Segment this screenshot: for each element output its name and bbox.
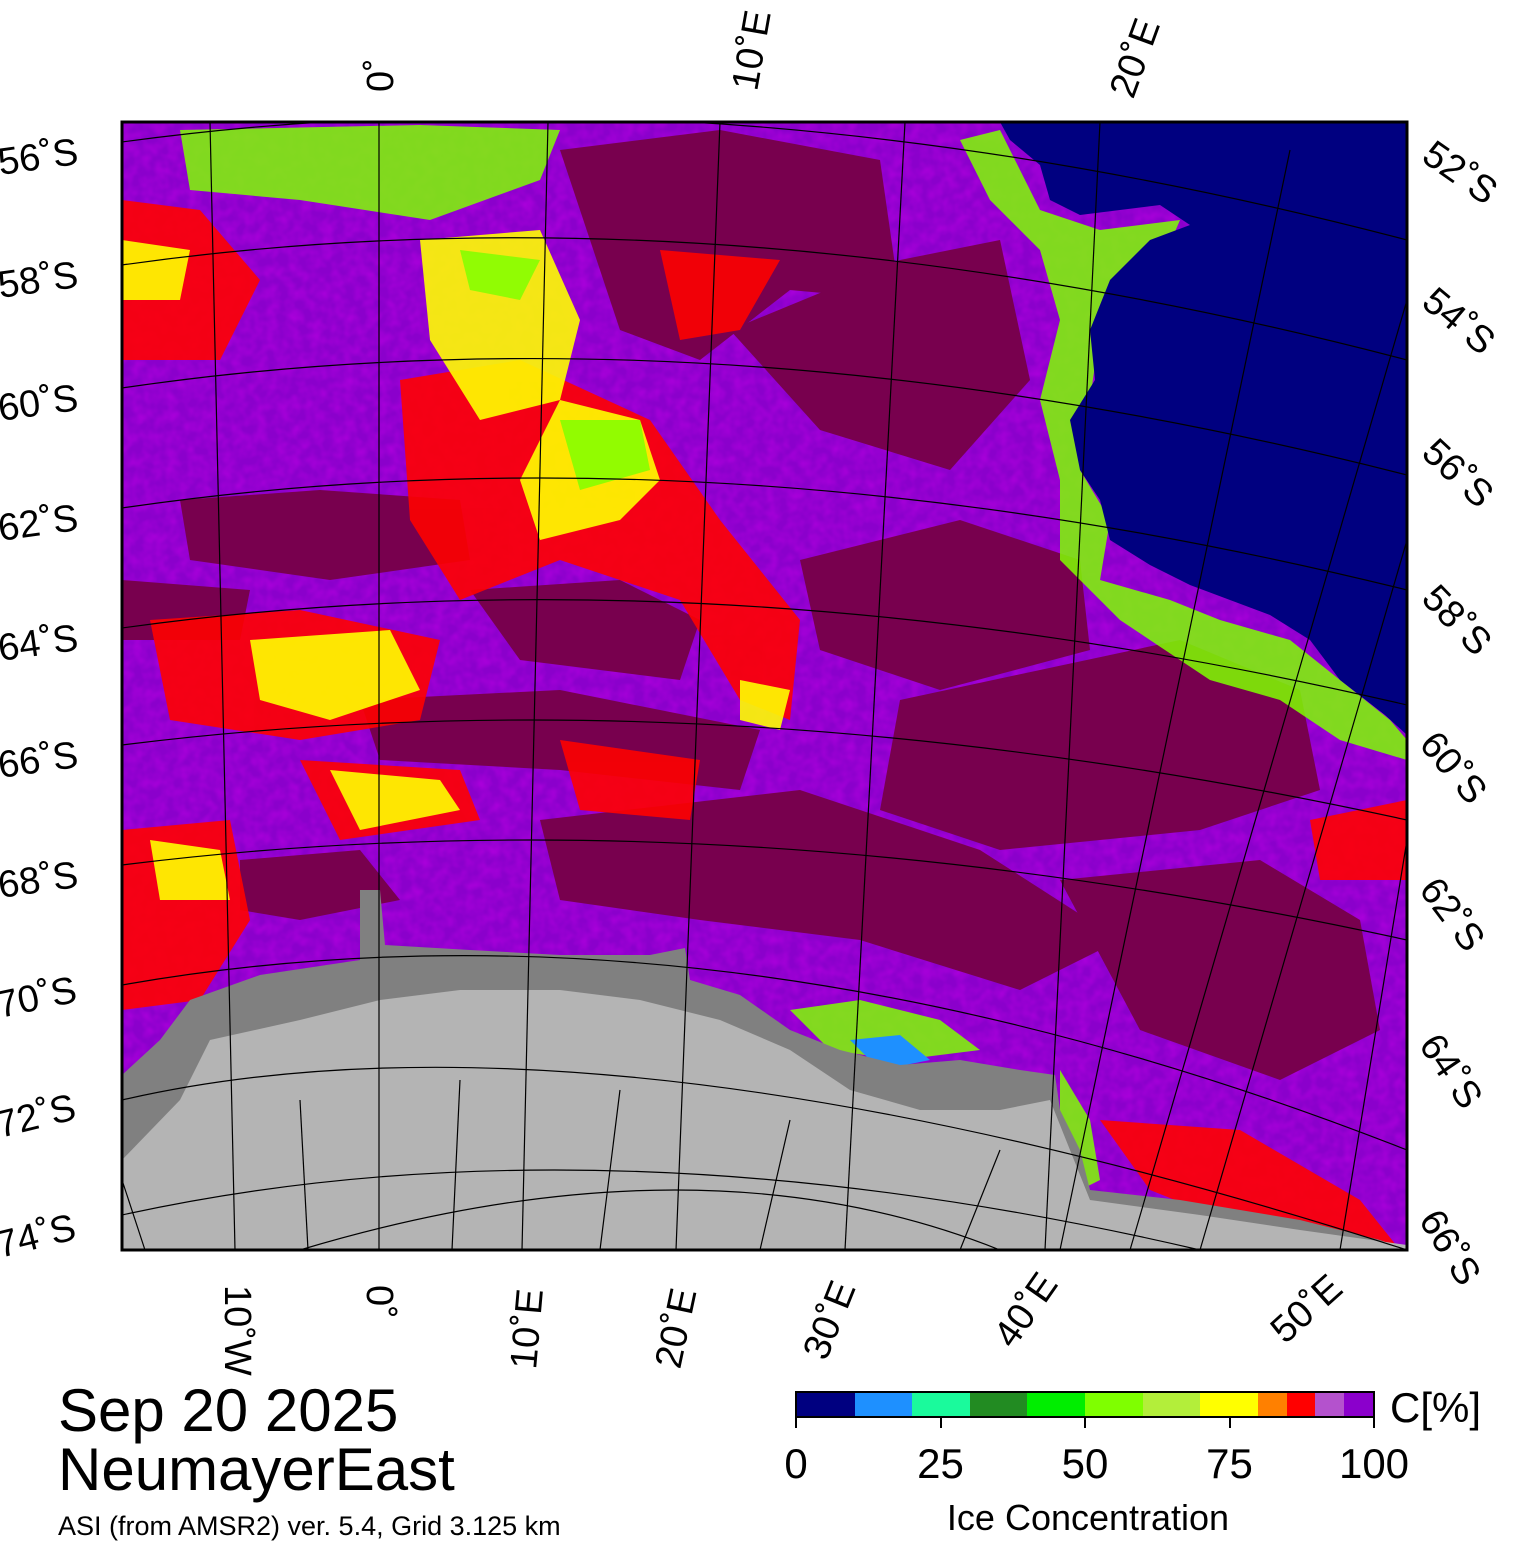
colorbar-segment	[854, 1393, 913, 1416]
lat-label-right: 62˚S	[1411, 870, 1493, 959]
lat-label-right: 52˚S	[1415, 133, 1505, 213]
lat-label-left: 72˚S	[0, 1087, 80, 1147]
lat-label-left: 74˚S	[0, 1207, 80, 1267]
lat-label-right: 60˚S	[1411, 724, 1495, 812]
colorbar-tick-label: 50	[1061, 1440, 1109, 1487]
colorbar-tick-label: 75	[1206, 1440, 1253, 1487]
map-region: NeumayerEast	[58, 1436, 455, 1503]
colorbar-segment	[1257, 1393, 1287, 1416]
colorbar-tick	[1084, 1418, 1086, 1428]
lon-label-bottom: 10˚W	[216, 1285, 258, 1376]
colorbar-segment	[1027, 1393, 1085, 1416]
lon-label-bottom: 40˚E	[986, 1265, 1066, 1355]
lat-labels-left: 56˚S 58˚S 60˚S 62˚S 64˚S 66˚S 68˚S 70˚S …	[0, 131, 81, 1267]
colorbar-tick	[1228, 1418, 1231, 1428]
lon-label-bottom: 0˚	[358, 1285, 400, 1319]
lon-label-bottom: 50˚E	[1263, 1267, 1351, 1352]
lon-label-bottom: 20˚E	[648, 1285, 706, 1372]
lat-label-left: 64˚S	[0, 617, 81, 670]
lat-label-left: 60˚S	[0, 377, 81, 430]
polynya	[850, 1035, 930, 1070]
lat-label-left: 66˚S	[0, 734, 81, 787]
lat-label-right: 58˚S	[1414, 577, 1500, 664]
colorbar-segment	[1344, 1393, 1373, 1416]
colorbar-tick	[1373, 1418, 1375, 1428]
colorbar-segment	[1200, 1393, 1258, 1416]
lon-label-bottom: 30˚E	[795, 1275, 864, 1365]
lat-labels-right: 52˚S 54˚S 56˚S 58˚S 60˚S 62˚S 64˚S 66˚S	[1410, 133, 1504, 1293]
lon-label-top: 10˚E	[725, 7, 780, 93]
colorbar-tick-label: 100	[1338, 1440, 1410, 1487]
data-source: ASI (from AMSR2) ver. 5.4, Grid 3.125 km	[58, 1511, 561, 1541]
colorbar-tick-label: 0	[784, 1440, 808, 1487]
lat-label-left: 62˚S	[0, 497, 81, 550]
lat-label-left: 56˚S	[0, 131, 81, 184]
colorbar-segment	[1286, 1393, 1316, 1416]
map-date: Sep 20 2025	[58, 1377, 399, 1444]
lat-label-left: 70˚S	[0, 969, 80, 1027]
map-frame	[120, 120, 1409, 1252]
lat-label-right: 54˚S	[1414, 280, 1502, 364]
lon-label-bottom: 10˚E	[503, 1287, 552, 1371]
sea-ice-map: 0˚ 10˚E 20˚E 10˚W 0˚ 10˚E 20˚E 30˚E 40˚E…	[0, 7, 1505, 1376]
colorbar-segment	[912, 1393, 970, 1416]
lon-label-top: 20˚E	[1102, 13, 1169, 103]
lon-label-top: 0˚	[360, 58, 402, 92]
lat-label-right: 56˚S	[1414, 431, 1501, 516]
map-area	[122, 122, 1407, 1250]
colorbar-segment	[1315, 1393, 1345, 1416]
lat-label-right: 66˚S	[1410, 1203, 1488, 1293]
colorbar-tick	[939, 1418, 942, 1428]
colorbar-segment	[797, 1393, 855, 1416]
colorbar-tick	[795, 1418, 797, 1428]
lat-label-right: 64˚S	[1411, 1027, 1491, 1117]
colorbar-tick-label: 25	[917, 1440, 964, 1487]
lat-label-left: 58˚S	[0, 254, 81, 307]
colorbar-unit: C[%]	[1390, 1384, 1482, 1431]
lat-label-left: 68˚S	[0, 854, 81, 907]
colorbar-segment	[969, 1393, 1028, 1416]
colorbar	[795, 1391, 1375, 1418]
dense-ice-zones	[122, 130, 1380, 1080]
colorbar-segment	[1142, 1393, 1201, 1416]
colorbar-segment	[1084, 1393, 1143, 1416]
antarctic-continent	[122, 990, 1407, 1250]
colorbar-title: Ice Concentration	[946, 1497, 1230, 1538]
